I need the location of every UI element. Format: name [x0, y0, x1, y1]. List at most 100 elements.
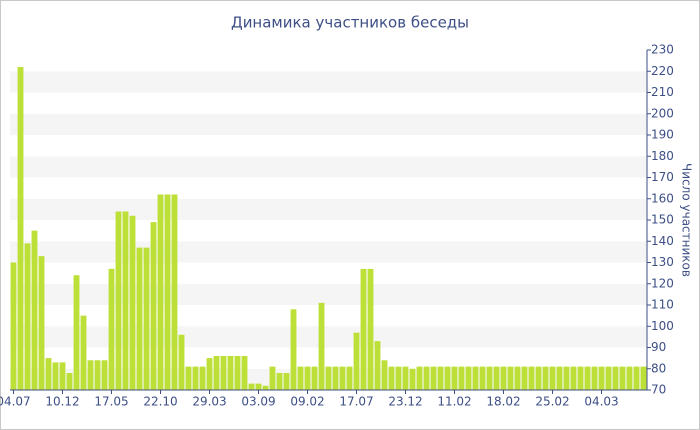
- grid-band: [10, 156, 647, 178]
- bar: [367, 268, 374, 390]
- bar: [458, 366, 465, 390]
- bar: [255, 383, 262, 390]
- bar: [605, 366, 612, 390]
- y-tick-label: 100: [651, 319, 674, 333]
- bar: [570, 366, 577, 390]
- grid-band: [10, 262, 647, 284]
- bar: [24, 243, 31, 390]
- bar: [472, 366, 479, 390]
- grid-band: [10, 326, 647, 348]
- grid-band: [10, 198, 647, 220]
- bar: [640, 366, 647, 390]
- bar: [276, 373, 283, 390]
- bar: [150, 222, 157, 390]
- x-tick-label: 22.10: [143, 395, 177, 409]
- bar: [31, 230, 38, 390]
- bar: [157, 194, 164, 390]
- bar: [192, 366, 199, 390]
- grid-band: [10, 305, 647, 327]
- bar: [318, 302, 325, 390]
- y-tick-label: 130: [651, 255, 674, 269]
- grid-band: [10, 113, 647, 135]
- bar: [486, 366, 493, 390]
- bar: [346, 366, 353, 390]
- y-axis-label: Число участников: [680, 163, 694, 277]
- y-tick-label: 140: [651, 234, 674, 248]
- grid-band: [10, 177, 647, 199]
- x-tick-label: 09.02: [290, 395, 324, 409]
- y-tick-label: 70: [651, 383, 666, 397]
- bar: [381, 360, 388, 390]
- bar: [430, 366, 437, 390]
- bar: [178, 334, 185, 390]
- bar: [444, 366, 451, 390]
- bar: [66, 373, 73, 390]
- bar: [17, 67, 24, 390]
- bar: [535, 366, 542, 390]
- bar: [388, 366, 395, 390]
- y-tick-label: 180: [651, 149, 674, 163]
- bar: [136, 247, 143, 390]
- bar: [584, 366, 591, 390]
- bar: [59, 362, 66, 390]
- bar: [269, 366, 276, 390]
- bar: [402, 366, 409, 390]
- x-tick-label: 29.03: [192, 395, 226, 409]
- y-tick-label: 160: [651, 191, 674, 205]
- bar: [129, 215, 136, 390]
- bar: [80, 315, 87, 390]
- x-tick-label: 17.05: [94, 395, 128, 409]
- bar: [353, 332, 360, 390]
- bar: [409, 368, 416, 390]
- x-tick-label: 18.02: [486, 395, 520, 409]
- bar: [339, 366, 346, 390]
- x-tick-label: 04.03: [584, 395, 618, 409]
- x-tick-label: 11.02: [437, 395, 471, 409]
- bar: [500, 366, 507, 390]
- bar: [577, 366, 584, 390]
- bar: [262, 385, 269, 390]
- bar: [514, 366, 521, 390]
- y-tick-label: 170: [651, 170, 674, 184]
- bar: [479, 366, 486, 390]
- bar: [549, 366, 556, 390]
- bar: [598, 366, 605, 390]
- bar: [626, 366, 633, 390]
- bar: [395, 366, 402, 390]
- grid-band: [10, 92, 647, 114]
- y-tick-label: 190: [651, 128, 674, 142]
- y-tick-label: 80: [651, 361, 666, 375]
- bar: [374, 341, 381, 390]
- bar: [619, 366, 626, 390]
- bar: [465, 366, 472, 390]
- bar: [311, 366, 318, 390]
- bar: [248, 383, 255, 390]
- y-tick-label: 120: [651, 276, 674, 290]
- bar: [38, 256, 45, 390]
- x-tick-label: 03.09: [241, 395, 275, 409]
- y-tick-label: 90: [651, 340, 666, 354]
- grid-band: [10, 241, 647, 263]
- bar: [528, 366, 535, 390]
- grid-band: [10, 71, 647, 93]
- bar: [115, 211, 122, 390]
- bar: [206, 358, 213, 390]
- bar: [185, 366, 192, 390]
- bar: [283, 373, 290, 390]
- grid-band: [10, 283, 647, 305]
- x-tick-label: 04.07: [0, 395, 31, 409]
- y-tick-label: 230: [651, 43, 674, 57]
- bar: [304, 366, 311, 390]
- bar: [108, 268, 115, 390]
- y-tick-label: 200: [651, 106, 674, 120]
- bar: [45, 358, 52, 390]
- bar: [332, 366, 339, 390]
- bar: [416, 366, 423, 390]
- x-tick-label: 10.12: [45, 395, 79, 409]
- grid-band: [10, 50, 647, 72]
- bar: [164, 194, 171, 390]
- x-tick-label: 25.02: [535, 395, 569, 409]
- bar: [234, 356, 241, 390]
- bar: [521, 366, 528, 390]
